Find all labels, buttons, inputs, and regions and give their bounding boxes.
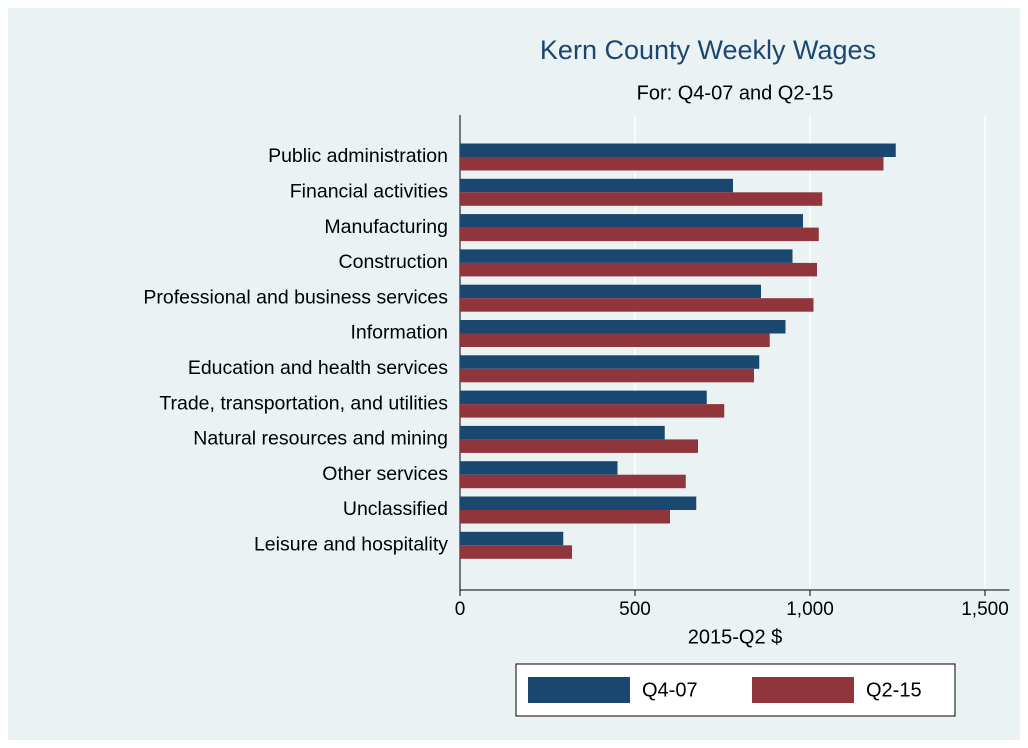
bar: [460, 214, 803, 228]
y-tick-label: Other services: [322, 463, 448, 485]
y-tick-label: Construction: [339, 251, 448, 273]
y-tick-label: Public administration: [268, 145, 448, 167]
y-tick-label: Natural resources and mining: [193, 428, 448, 450]
bar: [460, 157, 884, 171]
y-tick-label: Trade, transportation, and utilities: [159, 392, 448, 414]
y-tick-label: Leisure and hospitality: [254, 533, 448, 555]
y-tick-label: Education and health services: [188, 357, 448, 379]
bar: [460, 178, 733, 193]
y-tick-label: Unclassified: [343, 498, 448, 520]
bar: [460, 249, 793, 263]
bar: [460, 545, 572, 559]
x-tick-label: 1,000: [786, 599, 834, 620]
chart-subtitle: For: Q4-07 and Q2-15: [637, 82, 834, 104]
x-tick-label: 0: [455, 599, 466, 620]
bar: [460, 390, 707, 405]
x-tick-label: 1,500: [961, 599, 1009, 620]
chart-title: Kern County Weekly Wages: [540, 35, 876, 65]
legend-label: Q4-07: [642, 679, 698, 701]
bar: [460, 192, 823, 206]
bar: [460, 355, 760, 369]
bar: [460, 404, 725, 418]
legend-swatch: [528, 677, 630, 703]
x-axis-title: 2015-Q2 $: [688, 626, 783, 648]
legend-label: Q2-15: [866, 679, 922, 701]
legend-swatch: [752, 677, 854, 703]
bar: [460, 531, 564, 546]
bar: [460, 262, 817, 277]
bar: [460, 425, 665, 440]
bar: [460, 143, 896, 157]
bar: [460, 474, 686, 489]
bar: [460, 298, 814, 312]
x-tick-label: 500: [619, 599, 651, 620]
bar: [460, 510, 670, 524]
y-tick-label: Information: [350, 322, 448, 344]
y-tick-label: Professional and business services: [143, 286, 448, 308]
bar: [460, 368, 754, 383]
bar: [460, 320, 786, 334]
y-tick-label: Financial activities: [290, 180, 448, 202]
bar: [460, 227, 819, 242]
bar: [460, 461, 618, 475]
bar: [460, 439, 698, 453]
bar: [460, 333, 770, 347]
legend: Q4-07 Q2-15: [515, 663, 956, 717]
bar: [460, 284, 761, 299]
y-tick-label: Manufacturing: [324, 216, 448, 238]
bar: [460, 496, 697, 510]
